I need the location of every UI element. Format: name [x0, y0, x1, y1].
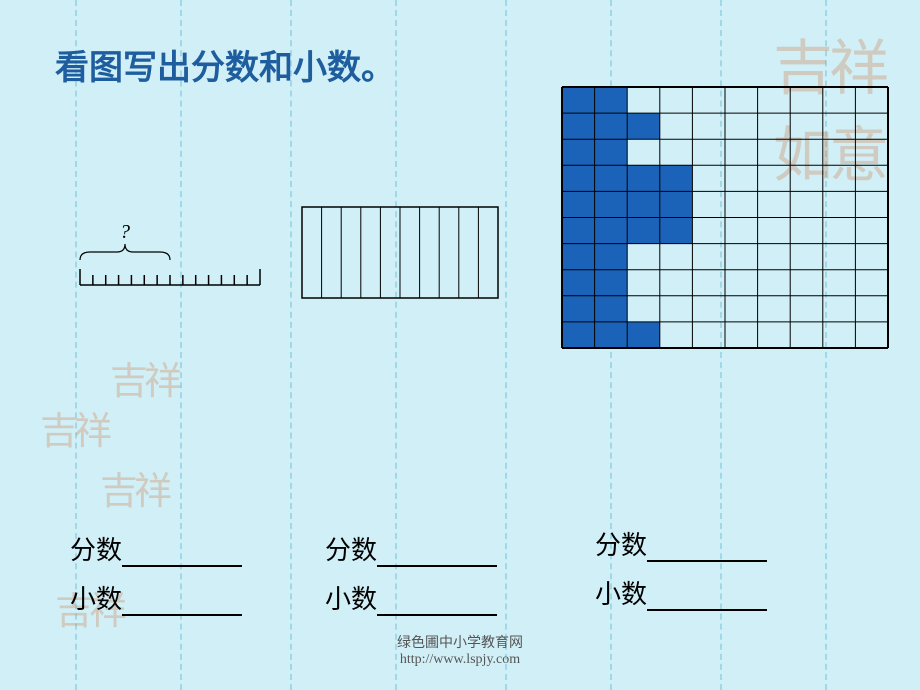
footer: 绿色圃中小学教育网 http://www.lspjy.com: [397, 632, 523, 668]
fraction-label: 分数: [70, 536, 122, 565]
fraction-label: 分数: [595, 531, 647, 560]
fraction-blank[interactable]: [377, 541, 497, 567]
answer-block-3: 分数 小数: [595, 525, 767, 611]
decimal-label: 小数: [595, 580, 647, 609]
fraction-blank[interactable]: [122, 541, 242, 567]
watermark-seal: 吉祥: [100, 460, 168, 515]
grid-figure: [560, 85, 890, 350]
strip-figure: [300, 205, 500, 300]
decimal-label: 小数: [70, 585, 122, 614]
answer-block-2: 分数 小数: [325, 530, 497, 616]
watermark-seal: 吉祥: [110, 350, 178, 405]
ruler-figure: ?: [75, 220, 265, 300]
decimal-label: 小数: [325, 585, 377, 614]
decimal-blank[interactable]: [122, 590, 242, 616]
footer-line1: 绿色圃中小学教育网: [397, 632, 523, 652]
page-title: 看图写出分数和小数。: [55, 40, 395, 89]
decimal-blank[interactable]: [647, 585, 767, 611]
svg-text:?: ?: [120, 221, 130, 243]
footer-line2: http://www.lspjy.com: [397, 652, 523, 668]
watermark-seal: 吉祥: [40, 400, 108, 455]
decimal-blank[interactable]: [377, 590, 497, 616]
fraction-blank[interactable]: [647, 536, 767, 562]
fraction-label: 分数: [325, 536, 377, 565]
answer-block-1: 分数 小数: [70, 530, 242, 616]
